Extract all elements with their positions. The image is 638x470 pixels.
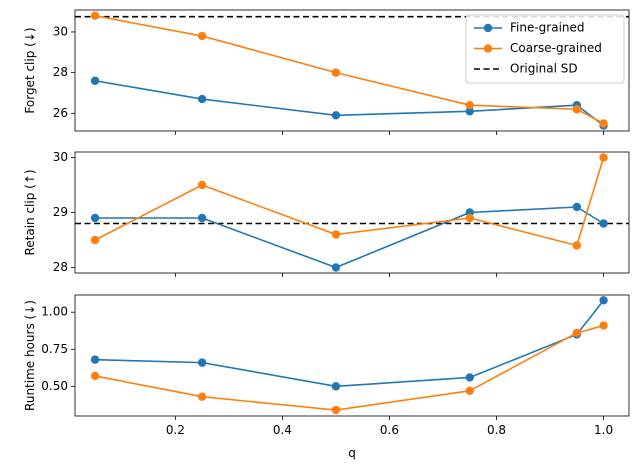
x-tick-label: 0.6 [380,423,399,437]
data-point-coarse [465,386,474,395]
legend-label: Coarse-grained [510,41,602,55]
data-point-coarse [90,11,100,20]
data-point-fine [90,213,100,223]
y-tick-label: 29 [53,205,68,219]
data-point-coarse [572,105,582,114]
y-tick-label: 28 [53,65,68,79]
x-axis-label: q [348,446,356,460]
data-point-fine [465,373,474,382]
y-tick-label: 30 [53,150,68,164]
x-tick-label: 0.8 [487,423,506,437]
y-tick-label: 30 [53,24,68,38]
y-axis-label: Retain clip (↑) [23,169,37,255]
data-point-fine [90,355,100,364]
data-point-fine [599,219,608,228]
series-line-fine [95,299,605,388]
legend-label: Fine-grained [510,21,585,35]
data-point-coarse [331,230,341,239]
data-point-coarse [572,241,582,250]
legend: Fine-grained Coarse-grained Original SD [465,14,625,84]
y-tick-label: 26 [53,106,68,120]
data-point-fine [90,76,100,85]
data-point-coarse [465,213,474,223]
data-point-coarse [90,235,100,245]
panel-2: 28 29 30 Retain clip (↑) [23,150,630,277]
data-point-fine [599,296,608,305]
data-point-fine [331,382,341,391]
data-point-coarse [572,328,582,338]
data-point-fine [331,111,341,120]
legend-marker-coarse [483,44,493,53]
y-axis-label: Runtime hours (↓) [23,300,37,411]
data-point-coarse [197,392,207,401]
y-tick-label: 0.75 [41,342,68,356]
data-point-coarse [599,153,608,162]
data-point-fine [331,263,341,272]
data-point-fine [572,202,582,212]
legend-marker-fine [483,23,493,33]
legend-box [465,14,625,84]
x-tick-label: 1.0 [594,423,613,437]
data-point-fine [197,94,207,104]
panel-1: 26 28 30 Forget clip (↓) [23,9,630,135]
series-line-coarse [94,14,604,125]
y-axis-label: Forget clip (↓) [23,27,37,113]
series-line-fine [94,79,605,127]
series-line-coarse [94,157,605,247]
y-tick-label: 0.50 [41,379,68,393]
axes-frame [74,9,630,132]
data-point-fine [197,358,207,367]
data-point-fine [465,107,474,116]
series-line-coarse [94,324,604,411]
x-tick-label: 0.2 [166,423,185,437]
data-point-coarse [90,371,100,381]
series-line-fine [95,206,604,269]
data-point-coarse [331,405,341,415]
data-point-coarse [465,100,474,110]
data-point-coarse [599,321,608,330]
axes-frame [74,294,630,417]
data-point-coarse [197,180,207,190]
legend-label: Original SD [510,62,578,76]
data-point-fine [197,213,207,223]
data-point-coarse [197,31,207,41]
y-tick-label: 28 [53,260,68,274]
x-tick-label: 0.4 [273,423,292,437]
panel-3: 0.50 0.75 1.00 0.2 0.4 0.6 0.8 1.0 Runtime hours… [23,294,630,437]
data-point-coarse [599,119,608,128]
y-tick-label: 1.00 [41,305,68,319]
axes-frame [74,151,630,274]
data-point-coarse [331,68,341,77]
